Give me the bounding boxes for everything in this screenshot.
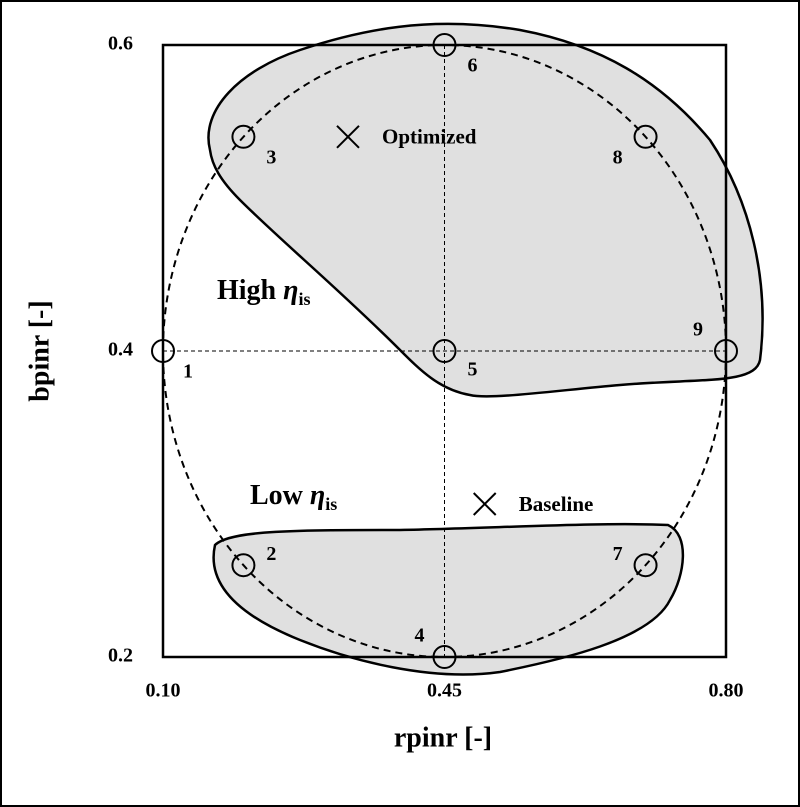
point-label: 4: [415, 625, 425, 647]
y-tick-label: 0.6: [108, 33, 133, 55]
point-label: 9: [693, 319, 703, 341]
marker-label: Optimized: [382, 125, 477, 149]
design-point: [231, 124, 256, 149]
point-label: 6: [468, 55, 478, 77]
high-region: [207, 22, 764, 398]
design-point: [231, 553, 256, 578]
x-tick-label: 0.45: [427, 680, 462, 702]
y-tick-label: 0.2: [108, 645, 133, 667]
point-label: 5: [468, 359, 478, 381]
marker: [336, 125, 360, 149]
design-point: [432, 645, 457, 669]
design-point: [432, 339, 457, 363]
design-point: [714, 339, 738, 363]
x-tick-label: 0.80: [709, 680, 744, 702]
design-point: [633, 553, 658, 578]
design-point: [151, 339, 175, 363]
point-label: 8: [613, 146, 623, 168]
point-label: 3: [266, 146, 276, 168]
point-label: 7: [613, 543, 623, 565]
design-point: [432, 33, 457, 57]
region-label: Low ηis: [250, 480, 337, 514]
marker: [473, 492, 497, 516]
marker-stroke: [473, 492, 497, 516]
point-label: 2: [266, 543, 276, 565]
marker-stroke: [336, 125, 360, 149]
y-axis-title: bpinr [-]: [24, 300, 55, 401]
point-label: 1: [183, 361, 193, 383]
x-axis-title: rpinr [-]: [394, 722, 492, 753]
low-region: [212, 522, 685, 676]
x-tick-label: 0.10: [146, 680, 181, 702]
region-label: High ηis: [217, 275, 311, 309]
y-tick-label: 0.4: [108, 339, 133, 361]
marker-label: Baseline: [519, 492, 594, 516]
design-point: [633, 124, 658, 149]
